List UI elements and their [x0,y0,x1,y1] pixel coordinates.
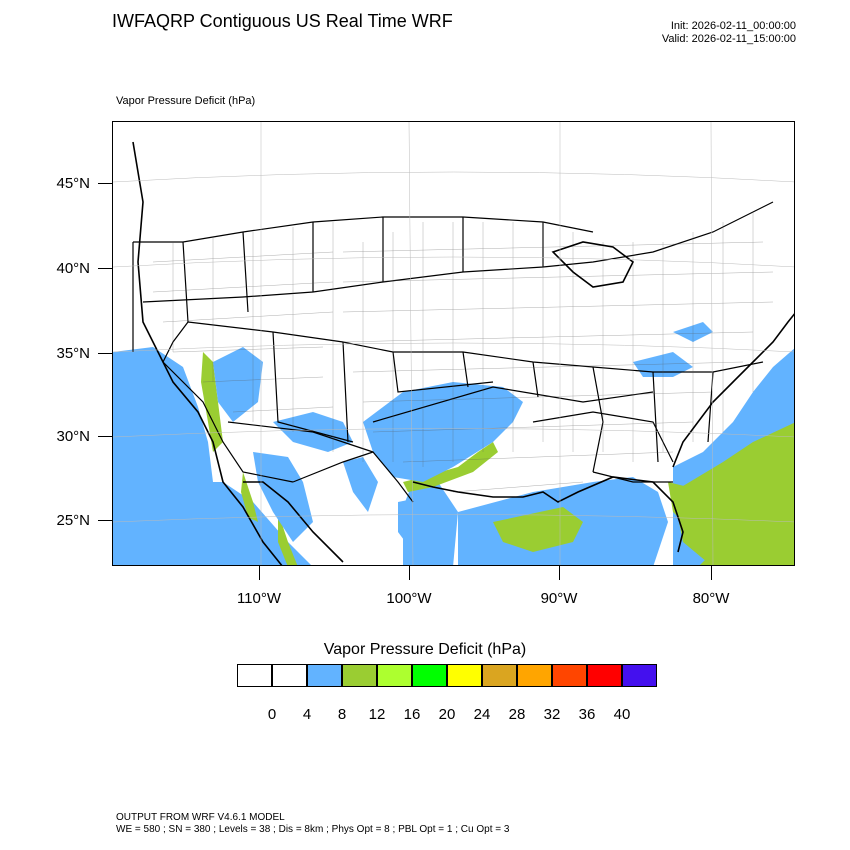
lon-tick [559,566,560,580]
colorbar-box [272,664,307,687]
lon-label-110: 110°W [236,590,282,607]
colorbar-box [587,664,622,687]
lat-tick [98,183,112,184]
colorbar-title: Vapor Pressure Deficit (hPa) [323,641,527,658]
lat-label-25: 25°N [56,512,90,529]
colorbar-label: 12 [368,706,386,723]
lat-tick [98,520,112,521]
init-time: Init: 2026-02-11_00:00:00 [670,20,796,32]
colorbar-label: 24 [473,706,491,723]
page-title: IWFAQRP Contiguous US Real Time WRF [112,11,453,31]
lat-label-40: 40°N [56,260,90,277]
vpd-12-16-patches [201,352,794,565]
lat-tick [98,436,112,437]
lon-label-80: 80°W [692,590,730,607]
colorbar-label: 16 [403,706,421,723]
colorbar-box [482,664,517,687]
colorbar-box [307,664,342,687]
colorbar-box [342,664,377,687]
colorbar-label: 20 [438,706,456,723]
colorbar-box [552,664,587,687]
lon-label-100: 100°W [386,590,432,607]
lon-tick [711,566,712,580]
county-grid [152,212,774,493]
colorbar-label: 0 [267,706,277,723]
graticule [113,122,794,565]
coastlines [132,141,794,565]
colorbar-label: 32 [543,706,561,723]
colorbar-label: 4 [302,706,312,723]
colorbar-box [237,664,272,687]
colorbar-label: 36 [578,706,596,723]
colorbar-label: 8 [337,706,347,723]
lat-tick [98,353,112,354]
colorbar-box [622,664,657,687]
map-panel [112,121,795,566]
model-info-line1: OUTPUT FROM WRF V4.6.1 MODEL [116,812,285,823]
lat-label-45: 45°N [56,175,90,192]
model-info-line2: WE = 580 ; SN = 380 ; Levels = 38 ; Dis … [116,824,510,835]
lat-label-30: 30°N [56,428,90,445]
lon-label-90: 90°W [540,590,578,607]
colorbar-label: 28 [508,706,526,723]
lat-tick [98,268,112,269]
state-boundaries [132,201,774,503]
colorbar-box [517,664,552,687]
colorbar-box [412,664,447,687]
colorbar-box [447,664,482,687]
valid-time: Valid: 2026-02-11_15:00:00 [661,33,796,45]
colorbar-box [377,664,412,687]
field-label: Vapor Pressure Deficit (hPa) [116,95,256,107]
map-canvas [113,122,794,565]
colorbar-label: 40 [613,706,631,723]
lon-tick [259,566,260,580]
lat-label-35: 35°N [56,345,90,362]
lon-tick [409,566,410,580]
